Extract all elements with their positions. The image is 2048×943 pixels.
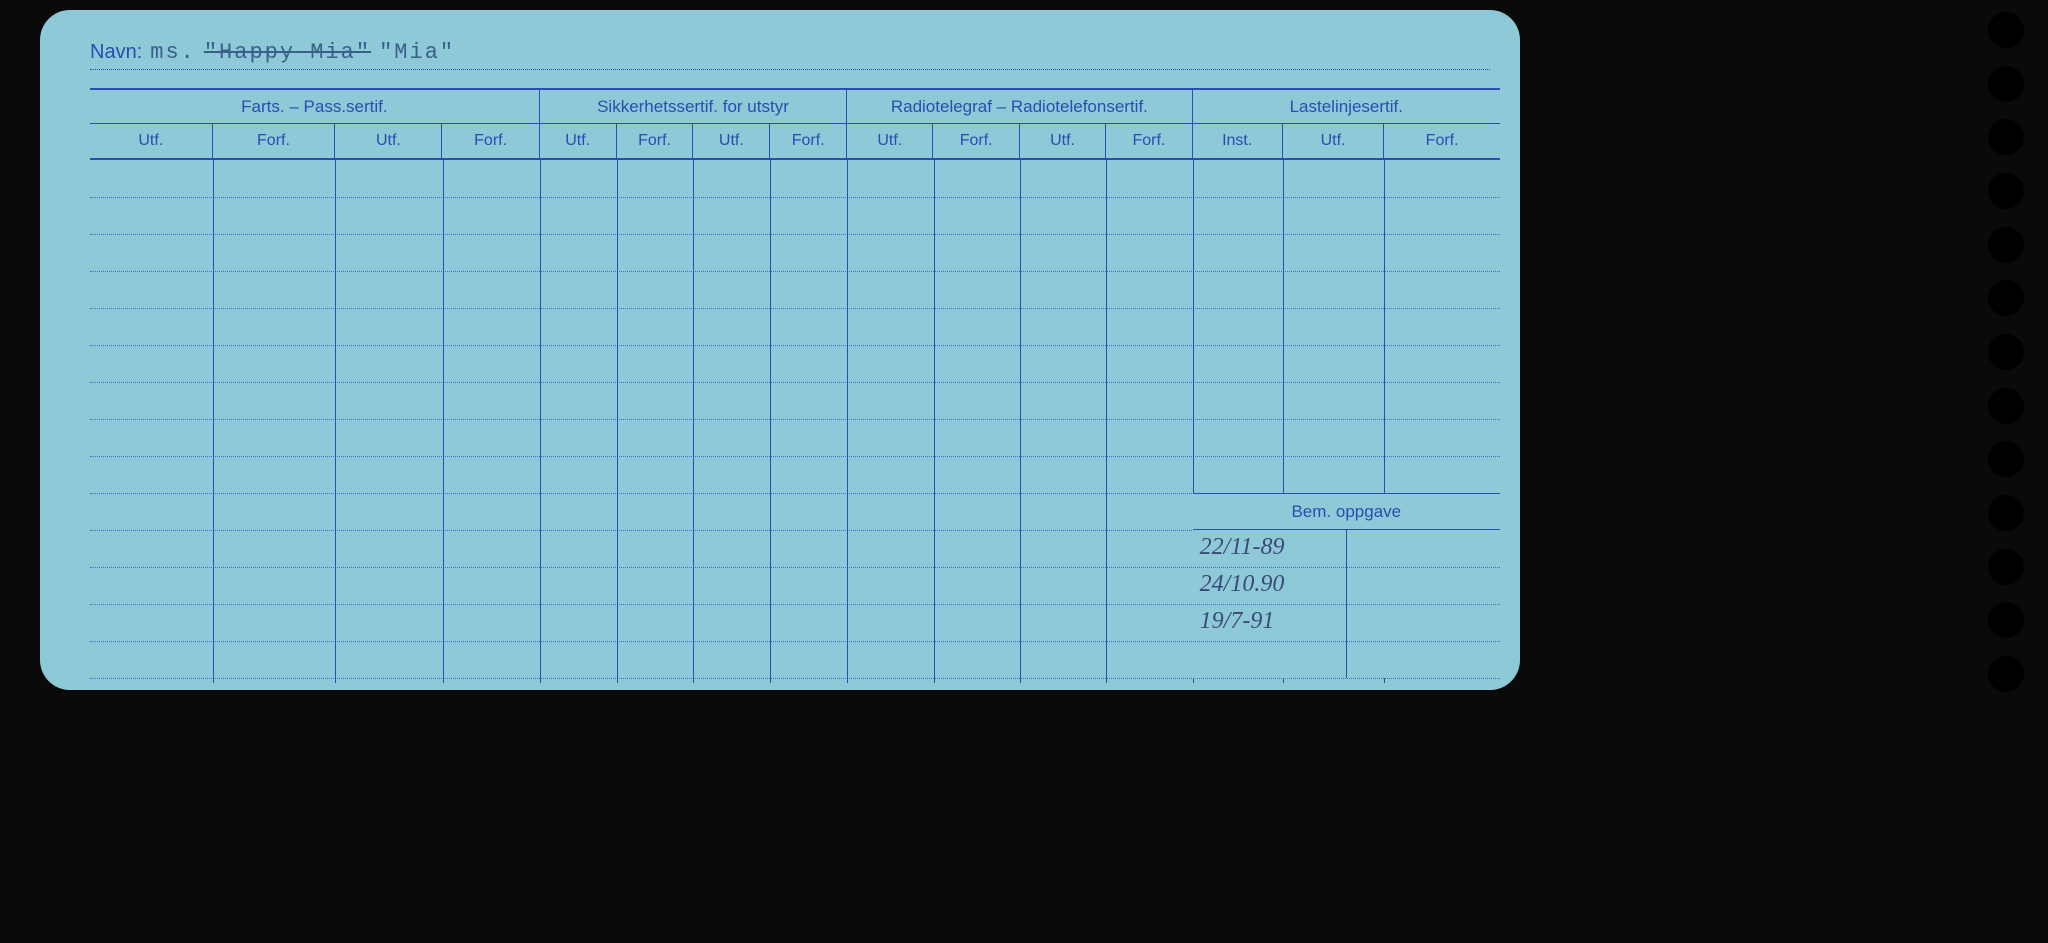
- name-current: "Mia": [379, 40, 455, 65]
- group-header: Sikkerhetssertif. for utstyr: [540, 90, 847, 123]
- punch-hole: [1988, 549, 2024, 585]
- bem-oppgave-header: Bem. oppgave: [1193, 493, 1500, 530]
- punch-hole: [1988, 12, 2024, 48]
- punch-hole: [1988, 656, 2024, 692]
- sub-header: Forf.: [1106, 124, 1192, 158]
- navn-label: Navn:: [90, 41, 142, 64]
- sub-header: Utf.: [1020, 124, 1106, 158]
- group-header: Radiotelegraf – Radiotelefonsertif.: [847, 90, 1192, 123]
- group-header: Lastelinjesertif.: [1193, 90, 1500, 123]
- punch-hole: [1988, 227, 2024, 263]
- name-struck: "Happy Mia": [204, 40, 371, 65]
- sub-header: Forf.: [1384, 124, 1500, 158]
- sub-header: Forf.: [617, 124, 694, 158]
- punch-hole: [1988, 66, 2024, 102]
- name-prefix: ms.: [150, 40, 196, 65]
- sub-header: Utf.: [540, 124, 617, 158]
- index-card: Navn: ms. "Happy Mia" "Mia" Farts. – Pas…: [40, 10, 1520, 690]
- sub-header: Forf.: [770, 124, 847, 158]
- punch-hole: [1988, 388, 2024, 424]
- handwritten-date: 22/11-89: [1200, 534, 1285, 561]
- punch-hole-strip: [1988, 12, 2028, 692]
- handwritten-date: 19/7-91: [1200, 608, 1275, 635]
- punch-hole: [1988, 119, 2024, 155]
- punch-hole: [1988, 495, 2024, 531]
- sub-header: Utf.: [335, 124, 442, 158]
- table-body: Bem. oppgave 22/11-89 24/10.90 19/7-91: [90, 160, 1500, 683]
- name-row: Navn: ms. "Happy Mia" "Mia": [90, 40, 1490, 70]
- punch-hole: [1988, 173, 2024, 209]
- group-header: Farts. – Pass.sertif.: [90, 90, 540, 123]
- punch-hole: [1988, 602, 2024, 638]
- sub-header: Forf.: [213, 124, 336, 158]
- sub-header: Utf.: [90, 124, 213, 158]
- sub-header: Utf.: [693, 124, 770, 158]
- sub-header: Utf.: [1283, 124, 1385, 158]
- punch-hole: [1988, 441, 2024, 477]
- sub-header-row: Utf.Forf.Utf.Forf.Utf.Forf.Utf.Forf.Utf.…: [90, 124, 1500, 160]
- sub-header: Forf.: [442, 124, 539, 158]
- sub-header: Inst.: [1193, 124, 1283, 158]
- punch-hole: [1988, 334, 2024, 370]
- sub-header: Utf.: [847, 124, 933, 158]
- group-header-row: Farts. – Pass.sertif.Sikkerhetssertif. f…: [90, 90, 1500, 124]
- handwritten-date: 24/10.90: [1200, 571, 1285, 598]
- sub-header: Forf.: [933, 124, 1019, 158]
- certificate-table: Farts. – Pass.sertif.Sikkerhetssertif. f…: [90, 88, 1500, 683]
- punch-hole: [1988, 280, 2024, 316]
